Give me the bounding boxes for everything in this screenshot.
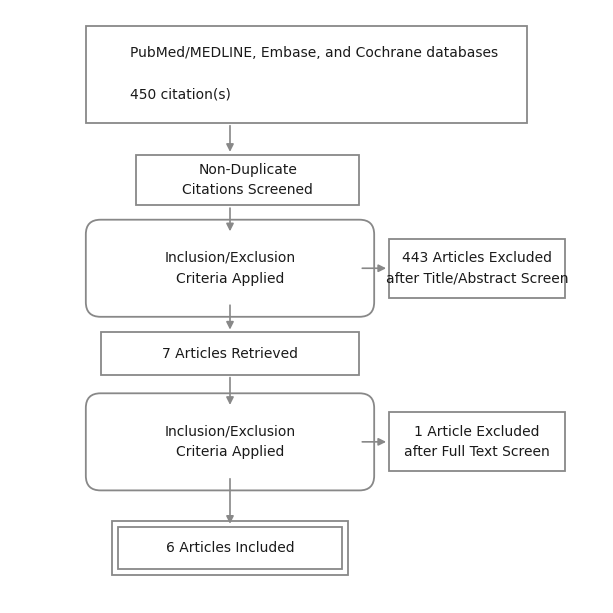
Text: Inclusion/Exclusion
Criteria Applied: Inclusion/Exclusion Criteria Applied bbox=[164, 425, 295, 459]
Text: Inclusion/Exclusion
Criteria Applied: Inclusion/Exclusion Criteria Applied bbox=[164, 251, 295, 286]
Text: Non-Duplicate
Citations Screened: Non-Duplicate Citations Screened bbox=[182, 162, 313, 197]
FancyBboxPatch shape bbox=[118, 527, 342, 569]
FancyBboxPatch shape bbox=[101, 332, 359, 375]
FancyBboxPatch shape bbox=[86, 394, 374, 490]
Text: 443 Articles Excluded
after Title/Abstract Screen: 443 Articles Excluded after Title/Abstra… bbox=[386, 251, 568, 286]
FancyBboxPatch shape bbox=[136, 155, 359, 205]
FancyBboxPatch shape bbox=[389, 239, 565, 298]
FancyBboxPatch shape bbox=[112, 520, 348, 575]
Text: 1 Article Excluded
after Full Text Screen: 1 Article Excluded after Full Text Scree… bbox=[405, 425, 550, 459]
Text: 7 Articles Retrieved: 7 Articles Retrieved bbox=[162, 346, 298, 360]
Text: 6 Articles Included: 6 Articles Included bbox=[166, 541, 294, 555]
Text: PubMed/MEDLINE, Embase, and Cochrane databases

450 citation(s): PubMed/MEDLINE, Embase, and Cochrane dat… bbox=[130, 47, 498, 102]
FancyBboxPatch shape bbox=[389, 413, 565, 471]
FancyBboxPatch shape bbox=[86, 26, 527, 123]
FancyBboxPatch shape bbox=[86, 219, 374, 317]
